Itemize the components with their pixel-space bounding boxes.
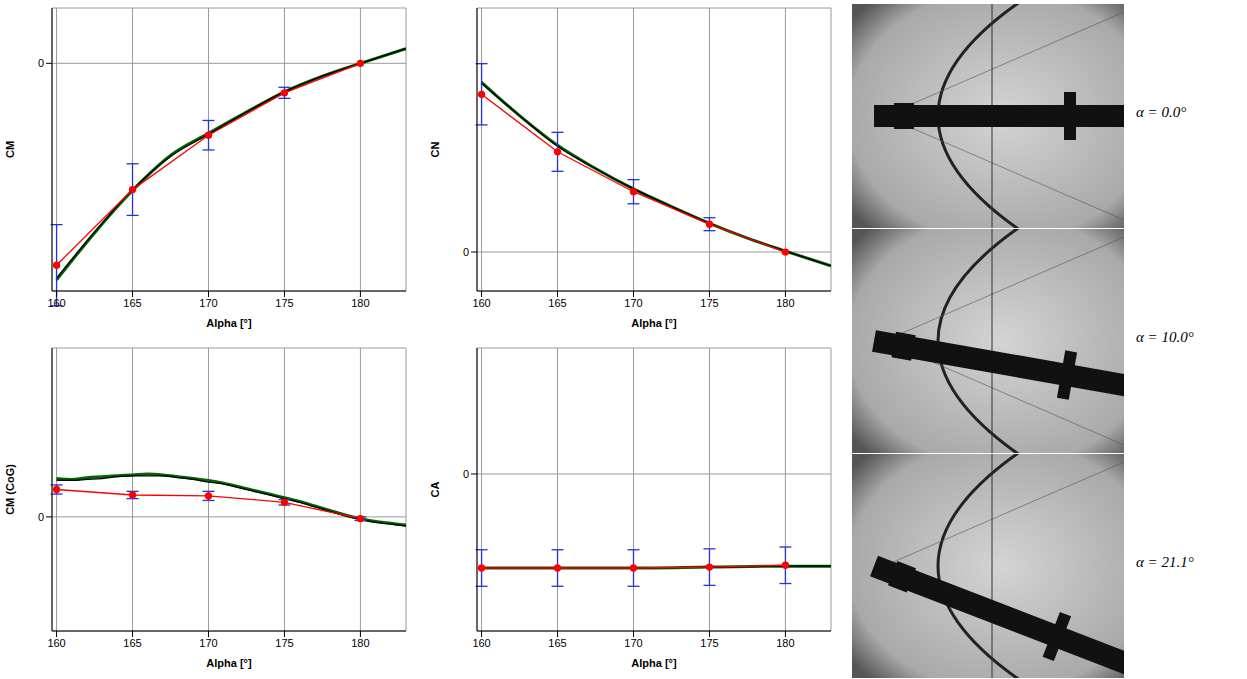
svg-text:165: 165 (548, 297, 566, 309)
svg-text:180: 180 (776, 637, 794, 649)
svg-text:0: 0 (463, 468, 469, 480)
svg-text:160: 160 (472, 637, 490, 649)
svg-text:0: 0 (38, 57, 44, 69)
svg-text:Alpha [°]: Alpha [°] (631, 317, 677, 329)
html-text:α = 10.0°: α = 10.0° (1136, 329, 1194, 345)
svg-text:Alpha [°]: Alpha [°] (631, 657, 677, 669)
html-text:α = 21.1°: α = 21.1° (1136, 554, 1194, 570)
svg-text:0: 0 (38, 511, 44, 523)
svg-text:170: 170 (199, 637, 217, 649)
svg-text:CM (CoG): CM (CoG) (4, 464, 16, 515)
svg-text:160: 160 (472, 297, 490, 309)
svg-text:0: 0 (463, 246, 469, 258)
svg-text:170: 170 (624, 637, 642, 649)
svg-text:180: 180 (776, 297, 794, 309)
svg-text:165: 165 (123, 637, 141, 649)
svg-text:CM: CM (4, 141, 16, 158)
svg-text:160: 160 (47, 297, 65, 309)
svg-text:165: 165 (123, 297, 141, 309)
svg-text:175: 175 (275, 297, 293, 309)
svg-text:180: 180 (351, 297, 369, 309)
svg-text:170: 170 (199, 297, 217, 309)
svg-text:175: 175 (700, 297, 718, 309)
svg-text:CA: CA (429, 482, 441, 498)
html-text:α = 0.0°: α = 0.0° (1136, 104, 1187, 120)
svg-text:CN: CN (429, 142, 441, 158)
svg-text:160: 160 (47, 637, 65, 649)
svg-text:175: 175 (700, 637, 718, 649)
svg-text:170: 170 (624, 297, 642, 309)
svg-text:Alpha [°]: Alpha [°] (206, 317, 252, 329)
svg-text:175: 175 (275, 637, 293, 649)
svg-text:180: 180 (351, 637, 369, 649)
svg-text:Alpha [°]: Alpha [°] (206, 657, 252, 669)
svg-text:165: 165 (548, 637, 566, 649)
